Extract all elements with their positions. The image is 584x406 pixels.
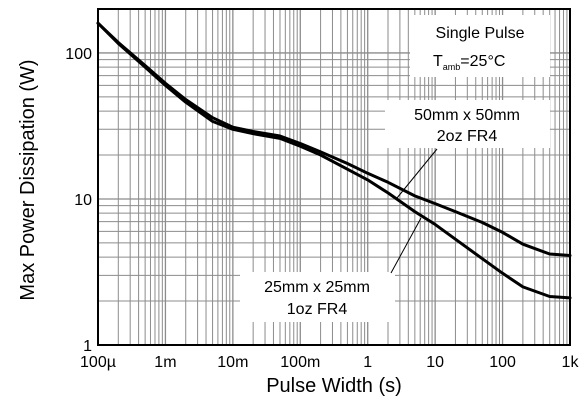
series-50-label-line2: 2oz FR4 xyxy=(437,128,498,145)
conditions-line1: Single Pulse xyxy=(436,25,525,42)
x-tick-label: 100 xyxy=(489,354,516,371)
y-axis-label: Max Power Dissipation (W) xyxy=(17,59,39,300)
series-25-annotation: 25mm x 25mm 1oz FR4 xyxy=(240,217,422,322)
temp-subscript: amb xyxy=(443,62,461,72)
x-tick-label: 1m xyxy=(154,354,176,371)
y-tick-labels: 1 10 100 xyxy=(65,46,92,355)
y-tick-label: 1 xyxy=(83,338,92,355)
plot-frame xyxy=(97,8,571,346)
y-tick-label: 100 xyxy=(65,46,92,63)
x-tick-label: 100m xyxy=(280,354,320,371)
x-axis-label: Pulse Width (s) xyxy=(266,375,402,397)
y-tick-label: 10 xyxy=(74,192,92,209)
series-50-label-box xyxy=(385,100,550,148)
series-25-leader-line xyxy=(390,217,422,274)
series-25-label-line2: 1oz FR4 xyxy=(287,301,348,318)
series-50-label-line1: 50mm x 50mm xyxy=(414,107,520,124)
series-line-0 xyxy=(96,21,572,257)
series-50-annotation: 50mm x 50mm 2oz FR4 xyxy=(385,100,550,199)
series-layer xyxy=(96,21,572,300)
series-25-label-box xyxy=(240,272,395,322)
temp-value: =25°C xyxy=(460,53,505,70)
series-25-label-line1: 25mm x 25mm xyxy=(264,279,370,296)
x-tick-label: 10 xyxy=(426,354,444,371)
conditions-annotation: Single Pulse Tamb=25°C xyxy=(410,15,550,77)
series-line-1 xyxy=(96,21,572,300)
x-tick-labels: 100µ 1m 10m 100m 1 10 100 1k xyxy=(80,354,579,371)
x-tick-label: 1k xyxy=(562,354,580,371)
x-tick-label: 100µ xyxy=(80,354,116,371)
series-50-leader-line xyxy=(396,148,438,199)
x-tick-label: 10m xyxy=(217,354,248,371)
conditions-box xyxy=(410,15,550,77)
x-tick-label: 1 xyxy=(363,354,372,371)
temp-symbol: T xyxy=(433,53,443,70)
conditions-line2: Tamb=25°C xyxy=(433,53,505,72)
